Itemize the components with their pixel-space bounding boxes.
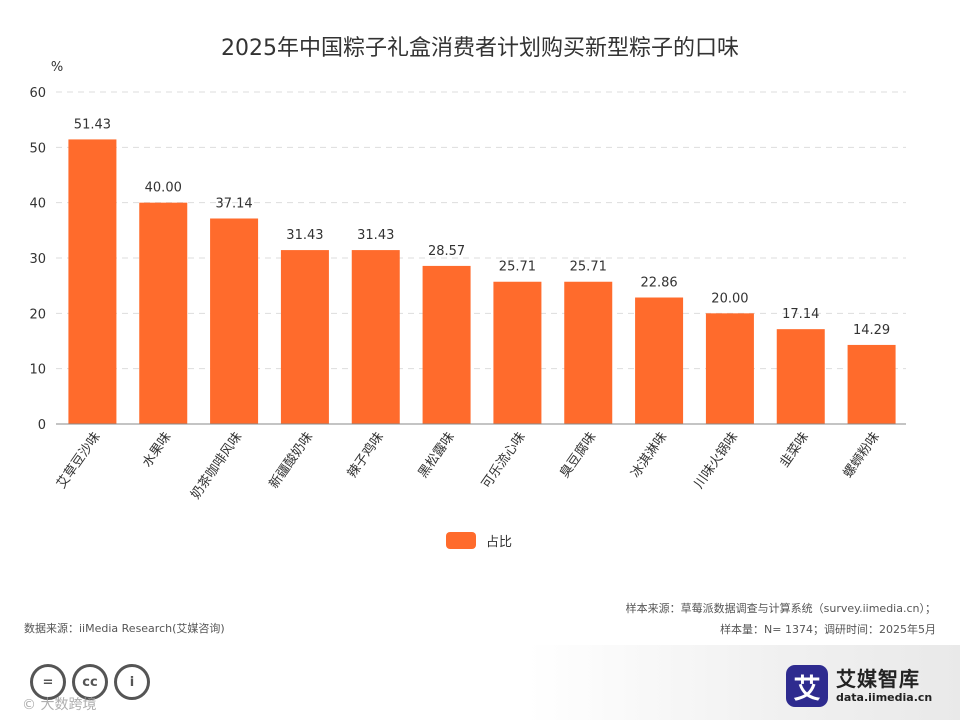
grid-lines xyxy=(56,91,906,370)
value-label: 25.71 xyxy=(499,260,536,275)
x-tick-label: 辣子鸡味 xyxy=(344,429,387,481)
value-label: 31.43 xyxy=(286,228,323,243)
value-label: 20.00 xyxy=(711,291,748,306)
brand-name: 艾媒智库 xyxy=(836,667,920,691)
brand-logo: 艾 艾媒智库 data.iimedia.cn xyxy=(786,665,932,707)
x-tick-label: 新疆酸奶味 xyxy=(266,429,316,491)
x-tick-label: 韭菜味 xyxy=(777,430,812,471)
value-label: 17.14 xyxy=(782,307,819,322)
bar xyxy=(422,265,471,424)
bar xyxy=(493,281,542,424)
bar xyxy=(139,202,188,424)
value-label: 37.14 xyxy=(215,196,252,211)
legend-label: 占比 xyxy=(486,534,513,550)
chart-title: 2025年中国粽子礼盒消费者计划购买新型粽子的口味 xyxy=(221,36,739,61)
x-tick-labels: 艾草豆沙味 水果味 奶茶咖啡风味 新疆酸奶味 辣子鸡味 黑松露味 可乐流心味 臭豆腐味 冰淇淋味… xyxy=(54,429,883,502)
person-icon: i xyxy=(114,664,150,700)
bar xyxy=(351,250,400,424)
x-tick-label: 川味火锅味 xyxy=(691,429,741,491)
license-icons: = cc i xyxy=(30,664,150,700)
bar xyxy=(210,218,259,424)
value-label: 22.86 xyxy=(640,276,677,291)
y-tick-labels: 0 10 20 30 40 50 60 xyxy=(29,86,46,433)
y-tick-label: 0 xyxy=(38,418,46,433)
x-tick-label: 黑松露味 xyxy=(416,430,458,481)
y-tick-label: 50 xyxy=(29,141,46,156)
sample-source: 样本来源：草莓派数据调查与计算系统（survey.iimedia.cn）； xyxy=(625,602,936,615)
bar xyxy=(847,344,896,424)
value-label: 40.00 xyxy=(145,181,182,196)
bar xyxy=(705,313,754,424)
bar xyxy=(68,139,117,425)
brand-mark-icon: 艾 xyxy=(786,665,828,707)
y-axis-label: % xyxy=(51,60,63,75)
x-tick-label: 臭豆腐味 xyxy=(557,430,599,481)
bar xyxy=(635,297,684,424)
value-label: 14.29 xyxy=(853,323,890,338)
y-tick-label: 10 xyxy=(29,363,46,378)
y-tick-label: 30 xyxy=(29,252,46,267)
sample-size: 样本量：N= 1374；调研时间：2025年5月 xyxy=(720,623,936,636)
value-label: 31.43 xyxy=(357,228,394,243)
x-tick-label: 奶茶咖啡风味 xyxy=(188,429,246,502)
x-tick-label: 水果味 xyxy=(140,430,175,471)
equals-icon: = xyxy=(30,664,66,700)
x-tick-label: 螺蛳粉味 xyxy=(841,430,883,481)
watermark: © 大数跨境 xyxy=(22,697,97,713)
x-tick-label: 可乐流心味 xyxy=(479,430,529,492)
cc-icon: cc xyxy=(72,664,108,700)
legend-swatch xyxy=(446,531,476,549)
y-tick-label: 40 xyxy=(29,197,46,212)
bar xyxy=(564,281,613,424)
bars xyxy=(68,139,896,425)
value-labels: 51.43 40.00 37.14 31.43 31.43 28.57 25.71 25.71… xyxy=(74,117,890,338)
data-source: 数据来源：iiMedia Research(艾媒咨询) xyxy=(24,622,225,635)
brand-url: data.iimedia.cn xyxy=(836,691,933,704)
x-tick-label: 艾草豆沙味 xyxy=(54,430,104,492)
y-tick-label: 60 xyxy=(29,86,46,101)
value-label: 28.57 xyxy=(428,244,465,259)
bar xyxy=(280,250,329,424)
bar xyxy=(776,329,825,424)
value-label: 51.43 xyxy=(74,117,111,132)
value-label: 25.71 xyxy=(570,260,607,275)
y-tick-label: 20 xyxy=(29,307,46,322)
x-tick-label: 冰淇淋味 xyxy=(628,430,670,481)
legend: 占比 xyxy=(446,531,513,550)
